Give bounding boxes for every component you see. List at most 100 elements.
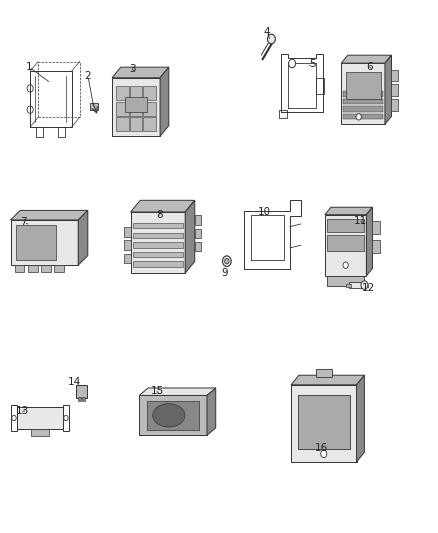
Text: 5: 5 xyxy=(310,60,316,69)
Circle shape xyxy=(289,59,296,68)
Bar xyxy=(78,397,81,401)
Text: 15: 15 xyxy=(150,386,164,397)
Circle shape xyxy=(361,281,368,289)
Bar xyxy=(125,98,147,112)
Polygon shape xyxy=(139,388,216,395)
Text: 3: 3 xyxy=(129,64,136,74)
Text: 4: 4 xyxy=(264,27,270,37)
Bar xyxy=(58,127,65,136)
Polygon shape xyxy=(131,212,185,273)
Text: 9: 9 xyxy=(221,269,228,278)
Bar xyxy=(117,117,129,131)
Polygon shape xyxy=(366,207,372,276)
Bar xyxy=(130,86,142,100)
Text: 2: 2 xyxy=(85,71,92,81)
Bar xyxy=(372,221,380,235)
Polygon shape xyxy=(207,388,216,435)
Bar xyxy=(195,229,201,238)
Circle shape xyxy=(225,259,229,264)
Bar xyxy=(372,240,380,253)
Bar xyxy=(31,429,49,435)
Bar xyxy=(195,215,201,225)
Bar xyxy=(147,401,199,430)
Bar xyxy=(297,395,350,449)
Polygon shape xyxy=(131,200,195,212)
Polygon shape xyxy=(185,200,195,273)
Bar xyxy=(124,254,131,263)
Bar xyxy=(392,84,398,96)
Bar xyxy=(316,78,324,94)
Bar xyxy=(82,397,85,401)
Bar xyxy=(41,265,51,271)
Bar xyxy=(63,405,70,431)
Bar xyxy=(90,103,98,110)
Bar xyxy=(327,276,364,286)
Bar xyxy=(195,242,201,252)
Text: 14: 14 xyxy=(68,377,81,387)
Bar xyxy=(144,102,155,116)
Circle shape xyxy=(321,450,327,458)
Circle shape xyxy=(64,415,68,421)
Polygon shape xyxy=(341,55,392,63)
Polygon shape xyxy=(78,211,88,265)
Bar xyxy=(28,265,38,271)
Circle shape xyxy=(356,114,361,120)
Bar xyxy=(124,240,131,250)
Bar xyxy=(117,86,129,100)
Text: 10: 10 xyxy=(258,207,272,217)
Bar xyxy=(343,91,383,96)
Polygon shape xyxy=(291,385,357,462)
Polygon shape xyxy=(325,215,366,276)
Bar xyxy=(15,265,25,271)
Polygon shape xyxy=(341,63,385,124)
Bar xyxy=(343,106,383,111)
Bar xyxy=(133,223,183,229)
Ellipse shape xyxy=(153,403,185,427)
Bar xyxy=(133,233,183,238)
Polygon shape xyxy=(291,375,364,385)
Bar xyxy=(328,219,364,232)
Bar xyxy=(279,110,287,118)
Bar xyxy=(76,384,87,398)
Polygon shape xyxy=(139,395,207,435)
Bar xyxy=(17,407,63,429)
Bar xyxy=(54,265,64,271)
Text: 7: 7 xyxy=(21,217,27,228)
Bar xyxy=(346,71,381,99)
Circle shape xyxy=(268,34,276,44)
Circle shape xyxy=(223,256,231,266)
Polygon shape xyxy=(112,78,160,136)
Circle shape xyxy=(343,262,348,268)
Bar xyxy=(392,99,398,111)
Text: 6: 6 xyxy=(366,62,373,72)
Bar xyxy=(343,99,383,104)
Circle shape xyxy=(12,415,16,421)
Bar xyxy=(124,227,131,237)
Bar xyxy=(144,117,155,131)
Text: 1: 1 xyxy=(26,62,32,72)
Polygon shape xyxy=(11,220,78,265)
Bar xyxy=(36,127,43,136)
Polygon shape xyxy=(325,207,372,215)
Bar xyxy=(316,369,332,377)
Text: 8: 8 xyxy=(156,210,162,220)
Bar xyxy=(328,235,364,251)
Text: 13: 13 xyxy=(16,406,29,416)
Bar xyxy=(392,69,398,81)
Polygon shape xyxy=(160,67,169,136)
Polygon shape xyxy=(11,211,88,220)
Text: 11: 11 xyxy=(354,216,367,227)
Polygon shape xyxy=(385,55,392,124)
Polygon shape xyxy=(357,375,364,462)
Text: 12: 12 xyxy=(362,283,375,293)
Bar xyxy=(346,284,351,287)
Bar xyxy=(343,114,383,119)
Bar xyxy=(133,262,183,266)
Polygon shape xyxy=(112,67,169,78)
Bar xyxy=(16,225,57,260)
Bar xyxy=(130,102,142,116)
Bar xyxy=(11,405,17,431)
Bar xyxy=(117,102,129,116)
Bar xyxy=(130,117,142,131)
Text: 16: 16 xyxy=(315,443,328,453)
